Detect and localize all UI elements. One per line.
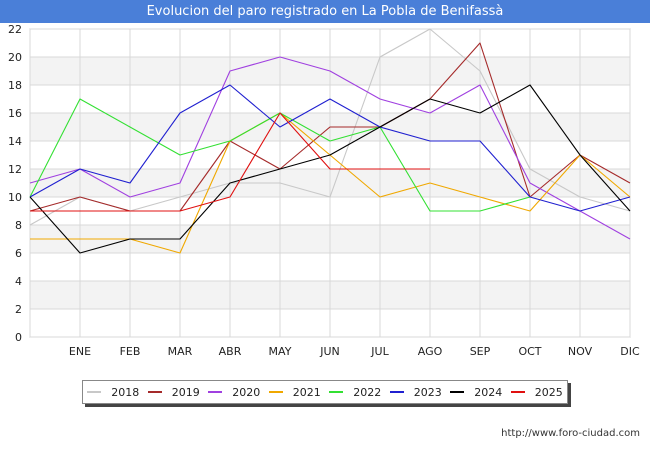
x-tick-label: AGO	[418, 345, 443, 358]
y-tick-label: 12	[8, 163, 22, 176]
x-tick-label: JUN	[319, 345, 340, 358]
y-tick-label: 10	[8, 191, 22, 204]
legend-label: 2019	[171, 385, 200, 399]
legend-swatch	[329, 391, 344, 393]
y-tick-label: 22	[8, 23, 22, 36]
legend-item-2020: 2020	[208, 386, 260, 399]
legend-label: 2023	[413, 385, 442, 399]
series-line-2023	[29, 84, 631, 212]
legend-item-2018: 2018	[87, 386, 139, 399]
y-tick-label: 18	[8, 79, 22, 92]
legend-item-2021: 2021	[268, 385, 321, 399]
chart-legend: 2018 2019 2020 2021 2022 2023 2024 2025	[82, 380, 568, 404]
legend-swatch	[147, 391, 162, 393]
x-tick-label: JUL	[370, 345, 389, 358]
x-tick-label: NOV	[568, 345, 593, 358]
legend-label: 2022	[353, 385, 382, 399]
legend-swatch	[208, 391, 223, 393]
y-tick-label: 20	[8, 51, 22, 64]
y-tick-label: 0	[15, 331, 22, 344]
legend-item-2022: 2022	[329, 386, 381, 399]
legend-item-2023: 2023	[389, 385, 442, 399]
legend-label: 2024	[474, 385, 503, 399]
x-tick-label: ENE	[69, 345, 91, 358]
x-tick-label: FEB	[120, 345, 141, 358]
x-tick-label: DIC	[620, 345, 640, 358]
series-line-2020	[29, 56, 631, 240]
y-tick-label: 2	[15, 303, 22, 316]
legend-label: 2018	[111, 385, 140, 399]
y-tick-label: 16	[8, 107, 22, 120]
x-tick-label: MAY	[269, 345, 292, 358]
y-tick-label: 14	[8, 135, 22, 148]
y-tick-label: 8	[15, 219, 22, 232]
y-tick-label: 4	[15, 275, 22, 288]
series-line-2024	[29, 84, 631, 254]
legend-item-2019: 2019	[147, 385, 200, 399]
y-tick-label: 6	[15, 247, 22, 260]
legend-swatch	[268, 391, 283, 393]
chart-title: Evolucion del paro registrado en La Pobl…	[0, 0, 650, 23]
legend-swatch	[450, 391, 465, 393]
legend-swatch	[510, 391, 525, 393]
series-line-2025	[30, 112, 430, 212]
x-tick-label: ABR	[219, 345, 242, 358]
x-tick-label: MAR	[168, 345, 193, 358]
legend-label: 2020	[232, 385, 261, 399]
legend-label: 2025	[534, 385, 563, 399]
legend-item-2025: 2025	[510, 385, 563, 399]
legend-item-2024: 2024	[450, 386, 502, 399]
legend-label: 2021	[292, 385, 321, 399]
legend-swatch	[87, 391, 102, 393]
legend-swatch	[389, 391, 404, 393]
x-tick-label: SEP	[470, 345, 491, 358]
x-tick-label: OCT	[518, 345, 541, 358]
source-credit: http://www.foro-ciudad.com	[501, 428, 640, 439]
